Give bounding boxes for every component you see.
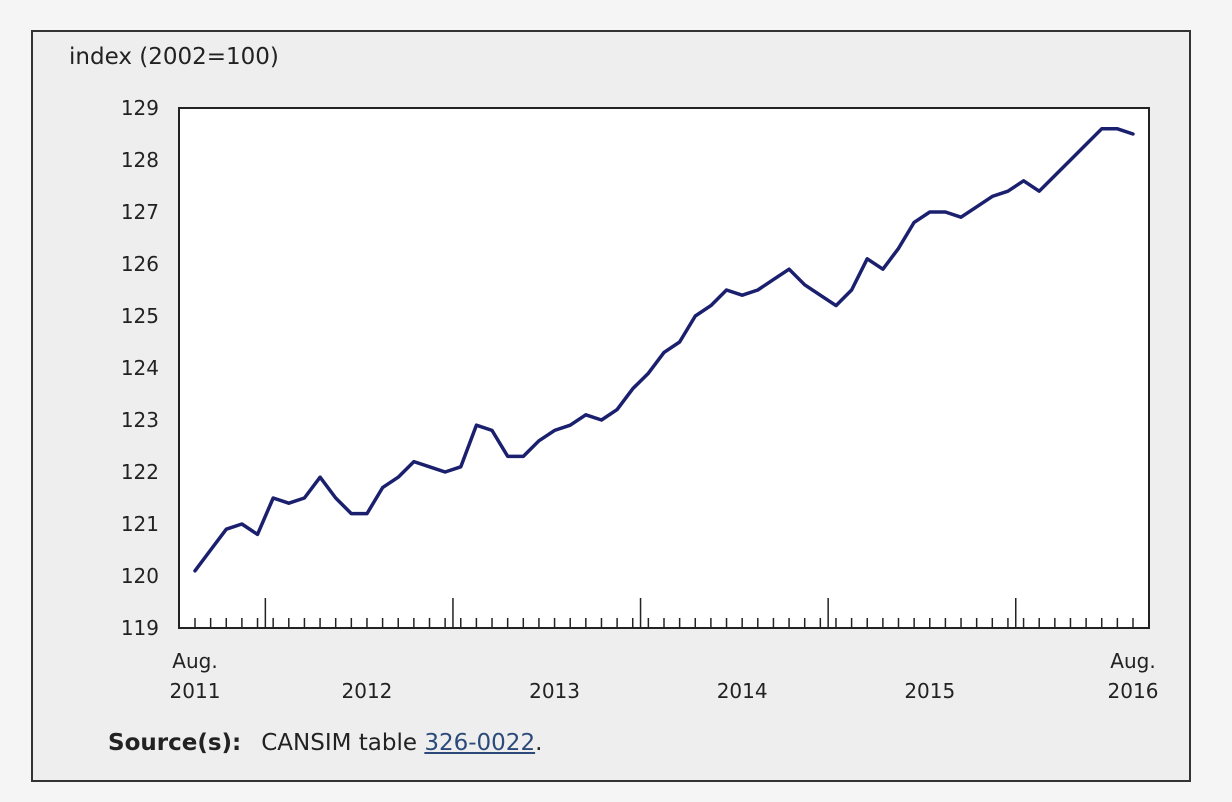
y-axis-title: index (2002=100) bbox=[69, 44, 279, 70]
y-tick-label: 122 bbox=[121, 460, 159, 484]
source-line: Source(s): CANSIM table 326-0022. bbox=[108, 730, 542, 756]
source-text-end: . bbox=[535, 730, 543, 756]
source-link[interactable]: 326-0022 bbox=[424, 730, 536, 756]
x-tick-label: 2016 bbox=[1108, 679, 1159, 703]
series-line bbox=[193, 127, 1135, 573]
major-ticks bbox=[264, 598, 1017, 628]
x-tick-label: 2013 bbox=[529, 679, 580, 703]
y-tick-label: 126 bbox=[121, 252, 159, 276]
y-tick-label: 123 bbox=[121, 408, 159, 432]
y-tick-label: 124 bbox=[121, 356, 159, 380]
x-tick-label: 2015 bbox=[904, 679, 955, 703]
x-tick-label: Aug. bbox=[172, 649, 217, 673]
y-tick-label: 120 bbox=[121, 564, 159, 588]
y-tick-labels: 119 120 121 122 123 124 125 126 127 128 129 bbox=[121, 96, 159, 640]
plot-area bbox=[178, 107, 1150, 629]
x-tick-labels: Aug. 2011 2012 2013 2014 2015 Aug. 2016 bbox=[170, 649, 1159, 703]
y-tick-label: 127 bbox=[121, 200, 159, 224]
source-text: CANSIM table bbox=[261, 730, 425, 756]
y-tick-label: 119 bbox=[121, 616, 159, 640]
y-tick-label: 129 bbox=[121, 96, 159, 120]
x-tick-label: 2014 bbox=[717, 679, 768, 703]
y-tick-label: 121 bbox=[121, 512, 159, 536]
x-tick-label: 2011 bbox=[170, 679, 221, 703]
y-tick-label: 128 bbox=[121, 148, 159, 172]
minor-ticks bbox=[194, 618, 1134, 628]
x-tick-label: Aug. bbox=[1110, 649, 1155, 673]
y-tick-label: 125 bbox=[121, 304, 159, 328]
source-label: Source(s): bbox=[108, 730, 242, 756]
x-tick-label: 2012 bbox=[342, 679, 393, 703]
